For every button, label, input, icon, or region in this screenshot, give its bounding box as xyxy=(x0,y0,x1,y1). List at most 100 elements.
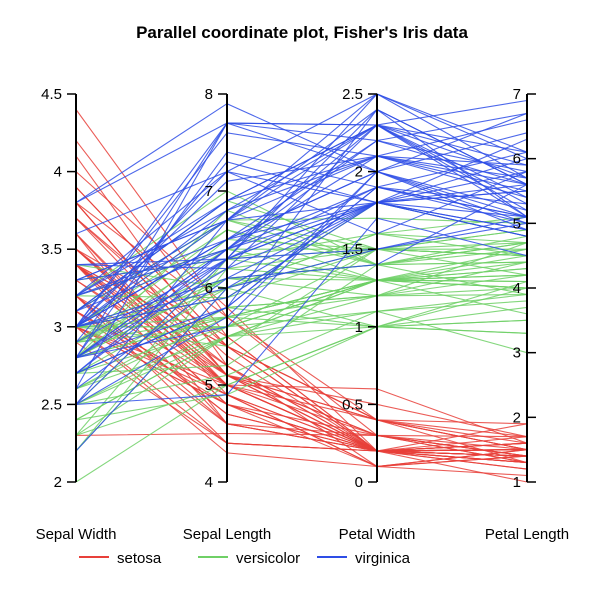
tick-label: 4.5 xyxy=(41,86,62,103)
virginica-line xyxy=(75,108,528,359)
virginica-line xyxy=(75,184,528,390)
virginica-line xyxy=(75,170,528,328)
series-lines xyxy=(75,93,528,483)
tick-label: 2.5 xyxy=(41,396,62,413)
virginica-line xyxy=(75,216,528,359)
virginica-line xyxy=(75,186,528,374)
virginica-line xyxy=(75,222,528,452)
setosa-line xyxy=(75,202,528,452)
virginica-line xyxy=(75,139,528,359)
setosa-line xyxy=(75,202,528,438)
legend-label: versicolor xyxy=(236,550,300,567)
setosa-line xyxy=(75,432,528,464)
versicolor-line xyxy=(75,316,528,390)
virginica-line xyxy=(75,119,528,328)
virginica-line xyxy=(75,122,528,328)
virginica-line xyxy=(75,186,528,374)
tick-label: 4 xyxy=(54,164,62,181)
tick-label: 2 xyxy=(355,164,363,181)
setosa-line xyxy=(75,217,528,452)
axis-name: Petal Width xyxy=(339,526,416,543)
virginica-line xyxy=(75,202,528,328)
tick-label: 2.5 xyxy=(342,86,363,103)
versicolor-line xyxy=(75,279,528,343)
setosa-line xyxy=(75,264,528,444)
tick-label: 1.5 xyxy=(342,241,363,258)
tick-label: 7 xyxy=(513,86,521,103)
legend-label: setosa xyxy=(117,550,162,567)
tick-label: 3 xyxy=(513,345,521,362)
virginica-line xyxy=(75,93,528,281)
tick-label: 4 xyxy=(205,474,213,491)
virginica-line xyxy=(75,155,528,328)
tick-label: 5 xyxy=(513,215,521,232)
tick-label: 5 xyxy=(205,377,213,394)
versicolor-line xyxy=(75,233,528,289)
virginica-line xyxy=(75,93,528,281)
tick-label: 1 xyxy=(513,474,521,491)
virginica-line xyxy=(75,170,528,405)
tick-label: 3 xyxy=(54,319,62,336)
setosa-line xyxy=(75,248,528,444)
setosa-line xyxy=(75,155,528,468)
tick-label: 1 xyxy=(355,319,363,336)
virginica-line xyxy=(75,124,528,328)
tick-label: 0 xyxy=(355,474,363,491)
versicolor-line xyxy=(75,306,528,421)
tick-label: 0.5 xyxy=(342,396,363,413)
versicolor-line xyxy=(75,261,528,390)
versicolor-line xyxy=(75,326,528,421)
tick-label: 3.5 xyxy=(41,241,62,258)
setosa-line xyxy=(75,326,528,468)
versicolor-line xyxy=(75,268,528,343)
virginica-line xyxy=(75,124,528,270)
virginica-line xyxy=(75,186,528,405)
versicolor-line xyxy=(75,209,528,359)
tick-label: 6 xyxy=(513,151,521,168)
setosa-line xyxy=(75,171,528,470)
virginica-line xyxy=(75,124,528,312)
axis-name: Petal Length xyxy=(485,526,569,543)
virginica-line xyxy=(75,112,528,359)
virginica-line xyxy=(75,217,528,405)
legend: setosa versicolor virginica xyxy=(79,550,411,567)
axis-name: Sepal Length xyxy=(183,526,271,543)
virginica-line xyxy=(75,108,528,312)
versicolor-line xyxy=(75,229,528,343)
virginica-line xyxy=(75,170,528,359)
virginica-line xyxy=(75,158,528,297)
versicolor-line xyxy=(75,248,528,347)
virginica-line xyxy=(75,155,528,328)
tick-label: 8 xyxy=(205,86,213,103)
tick-label: 6 xyxy=(205,280,213,297)
tick-label: 4 xyxy=(513,280,521,297)
versicolor-line xyxy=(75,287,528,390)
axes: 2 2.5 3 3.5 4 4.5 4 5 6 7 8 0 0.5 1 1.5 2 2.5 1 2 3 4 5 6 7 xyxy=(41,86,536,491)
virginica-line xyxy=(75,171,528,328)
chart-title: Parallel coordinate plot, Fisher's Iris … xyxy=(136,23,468,42)
versicolor-line xyxy=(75,258,528,436)
versicolor-line xyxy=(75,279,528,405)
tick-label: 2 xyxy=(54,474,62,491)
setosa-line xyxy=(75,279,528,438)
virginica-line xyxy=(75,151,528,359)
legend-label: virginica xyxy=(355,550,411,567)
axis-name: Sepal Width xyxy=(36,526,117,543)
setosa-line xyxy=(75,233,528,468)
virginica-line xyxy=(75,93,528,235)
setosa-line xyxy=(75,326,528,464)
virginica-line xyxy=(75,112,528,204)
virginica-line xyxy=(75,202,528,328)
versicolor-line xyxy=(75,293,528,405)
tick-label: 7 xyxy=(205,183,213,200)
virginica-line xyxy=(75,124,528,297)
virginica-line xyxy=(75,103,528,204)
versicolor-line xyxy=(75,326,528,436)
versicolor-line xyxy=(75,279,528,359)
axis-names: Sepal Width Sepal Length Petal Width Petal … xyxy=(36,526,570,543)
versicolor-line xyxy=(75,242,528,359)
virginica-line xyxy=(75,202,528,328)
versicolor-line xyxy=(75,310,528,405)
tick-label: 2 xyxy=(513,409,521,426)
